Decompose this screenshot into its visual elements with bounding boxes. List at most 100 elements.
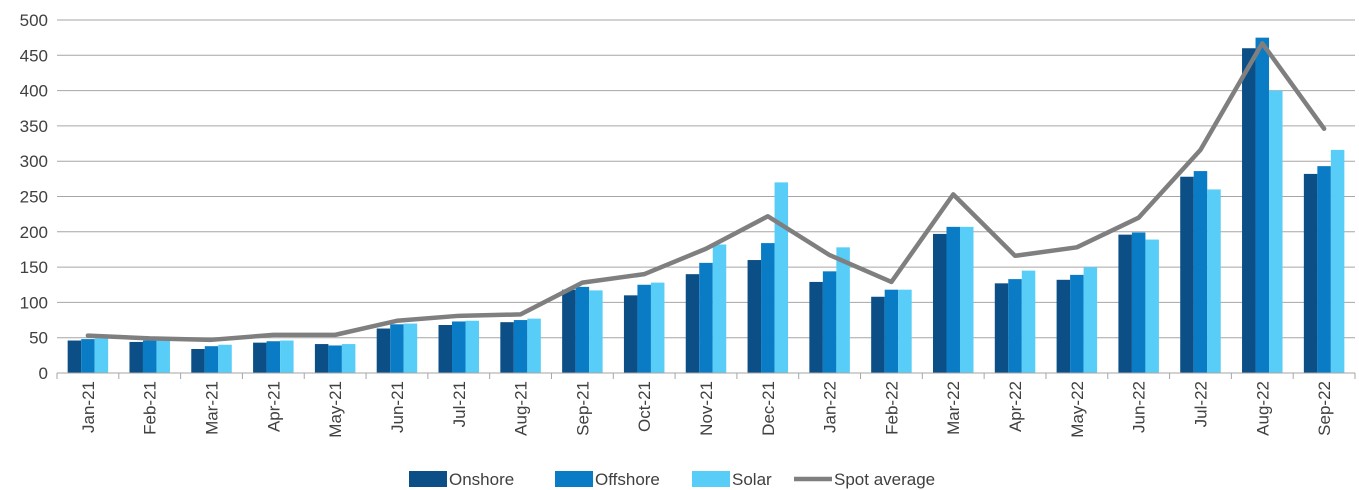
bar-solar xyxy=(341,344,356,373)
bar-offshore xyxy=(1131,232,1146,373)
legend-label-offshore: Offshore xyxy=(595,470,660,489)
bar-offshore xyxy=(513,320,528,373)
bar-solar xyxy=(959,226,974,373)
bar-onshore xyxy=(1118,234,1132,373)
bar-onshore xyxy=(1180,176,1194,373)
x-tick-label: Jul-21 xyxy=(450,381,469,427)
bar-offshore xyxy=(699,262,713,373)
bar-onshore xyxy=(809,281,823,373)
bar-onshore xyxy=(67,340,82,373)
bar-offshore xyxy=(761,243,775,373)
y-tick-label: 450 xyxy=(20,46,48,65)
bar-onshore xyxy=(438,324,453,373)
bar-solar xyxy=(1145,239,1159,373)
legend-swatch-solar xyxy=(692,471,730,487)
bar-solar xyxy=(836,247,850,373)
bar-onshore xyxy=(932,233,947,373)
bar-offshore xyxy=(390,324,404,373)
bar-offshore xyxy=(1193,171,1208,373)
bar-solar xyxy=(1207,189,1221,373)
bar-onshore xyxy=(1056,279,1071,373)
bars xyxy=(67,37,1345,374)
legend-swatch-onshore xyxy=(409,471,447,487)
bar-offshore xyxy=(1317,166,1331,373)
bar-onshore xyxy=(253,342,267,373)
legend: Onshore Offshore Solar Spot average xyxy=(409,470,935,489)
y-tick-label: 400 xyxy=(20,82,48,101)
bar-offshore xyxy=(946,226,960,373)
bar-onshore xyxy=(871,296,885,373)
legend-label-spot-average: Spot average xyxy=(834,470,935,489)
bar-onshore xyxy=(747,260,762,373)
bar-offshore xyxy=(81,339,95,373)
bar-solar xyxy=(1330,149,1345,373)
x-tick-label: Nov-21 xyxy=(697,381,716,436)
bar-onshore xyxy=(191,348,205,373)
spot-average-line-layer xyxy=(85,41,1327,343)
bar-offshore xyxy=(575,286,590,373)
x-tick-label: Feb-22 xyxy=(882,381,901,435)
y-tick-label: 0 xyxy=(39,364,48,383)
bar-solar xyxy=(774,182,789,373)
gridlines xyxy=(57,19,1355,374)
bar-solar xyxy=(527,318,541,373)
x-tick-label: May-21 xyxy=(326,381,345,438)
x-tick-label: Dec-21 xyxy=(759,381,778,436)
y-axis: 0 50 100 150 200 250 300 350 400 450 500 xyxy=(20,11,48,383)
bar-offshore xyxy=(1008,279,1022,373)
x-tick-label: Apr-21 xyxy=(264,381,283,432)
legend-label-onshore: Onshore xyxy=(449,470,514,489)
bar-solar xyxy=(1083,267,1098,373)
bar-offshore xyxy=(637,284,651,373)
x-tick-label: Feb-21 xyxy=(141,381,160,435)
x-tick-label: Oct-21 xyxy=(635,381,654,432)
x-tick-label: Jul-22 xyxy=(1191,381,1210,427)
bar-onshore xyxy=(314,344,329,373)
bar-onshore xyxy=(623,295,638,373)
bar-offshore xyxy=(204,346,219,373)
bar-solar xyxy=(156,340,170,373)
bar-onshore xyxy=(500,322,514,373)
bar-solar xyxy=(1269,90,1283,373)
x-tick-label: May-22 xyxy=(1068,381,1087,438)
bar-solar xyxy=(650,282,665,373)
legend-swatch-offshore xyxy=(555,471,593,487)
bar-onshore xyxy=(1303,173,1318,373)
bar-solar xyxy=(1021,270,1036,373)
bar-offshore xyxy=(1255,37,1270,374)
y-tick-label: 300 xyxy=(20,152,48,171)
y-tick-label: 200 xyxy=(20,223,48,242)
x-axis: Jan-21 Feb-21 Mar-21 Apr-21 May-21 Jun-21 Jul-… xyxy=(56,372,1356,438)
bar-solar xyxy=(712,244,727,373)
bar-offshore xyxy=(884,289,899,373)
x-tick-label: Mar-22 xyxy=(944,381,963,435)
x-tick-label: Jun-22 xyxy=(1130,381,1149,433)
y-tick-label: 150 xyxy=(20,258,48,277)
bar-solar xyxy=(94,338,109,373)
bar-solar xyxy=(589,290,603,373)
y-tick-label: 250 xyxy=(20,188,48,207)
y-tick-label: 100 xyxy=(20,293,48,312)
bar-onshore xyxy=(376,328,391,373)
bar-offshore xyxy=(452,321,466,373)
y-tick-label: 50 xyxy=(29,329,48,348)
bar-onshore xyxy=(685,274,700,373)
x-tick-label: Aug-22 xyxy=(1253,381,1272,436)
x-tick-label: Mar-21 xyxy=(203,381,222,435)
x-tick-label: Sep-21 xyxy=(573,381,592,436)
x-tick-label: Sep-22 xyxy=(1315,381,1334,436)
bar-onshore xyxy=(562,289,576,373)
x-tick-label: Jan-21 xyxy=(79,381,98,433)
x-tick-label: Aug-21 xyxy=(512,381,531,436)
bar-solar xyxy=(465,320,480,373)
bar-offshore xyxy=(1070,274,1084,373)
bar-solar xyxy=(898,289,912,373)
y-tick-label: 350 xyxy=(20,117,48,136)
bar-onshore xyxy=(994,283,1009,373)
bar-solar xyxy=(280,340,294,373)
legend-label-solar: Solar xyxy=(732,470,772,489)
bar-solar xyxy=(403,323,418,373)
bar-offshore xyxy=(266,341,281,373)
bar-onshore xyxy=(1242,48,1256,374)
